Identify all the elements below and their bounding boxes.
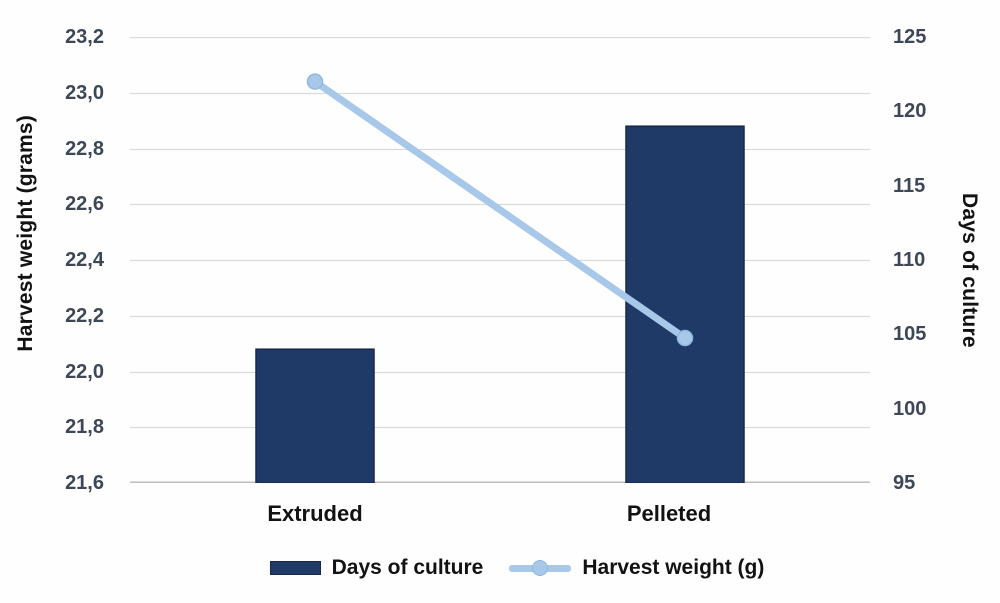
left-tick-label: 22,4 [65,249,104,271]
line-marker-pelleted [676,329,694,347]
right-axis-title-text: Days of culture [958,192,981,348]
right-tick-label: 95 [893,472,916,494]
plot-area [130,37,870,483]
right-tick-label: 105 [893,323,927,346]
bar-pelleted [625,125,745,483]
legend-marker-dot-icon [532,560,549,576]
right-tick-label: 110 [893,249,926,271]
left-tick-label: 23,0 [65,81,104,104]
right-axis-title: Days of culture [952,47,986,493]
legend-label-days: Days of culture [331,556,484,579]
left-tick-label: 22,8 [65,137,104,160]
legend: Days of culture Harvest weight (g) [0,553,1000,583]
bar-extruded [255,348,375,483]
category-label-pelleted: Pelleted [626,501,712,526]
right-tick-label: 100 [893,397,927,420]
left-tick-label: 21,8 [65,416,104,439]
left-tick-label: 22,2 [65,304,104,327]
legend-line-swatch [509,559,572,577]
left-tick-label: 21,6 [65,472,104,494]
right-tick-label: 115 [893,174,926,197]
left-tick-label: 22,0 [65,360,104,383]
category-label-extruded: Extruded [267,501,363,526]
legend-bar-swatch [269,561,321,575]
right-tick-label: 125 [893,26,927,48]
legend-label-harvest: Harvest weight (g) [582,556,765,579]
left-tick-label: 22,6 [65,193,104,216]
harvest-weight-line [311,78,689,342]
left-tick-label: 23,2 [65,26,104,48]
line-marker-extruded [306,73,324,90]
right-tick-label: 120 [893,100,927,123]
